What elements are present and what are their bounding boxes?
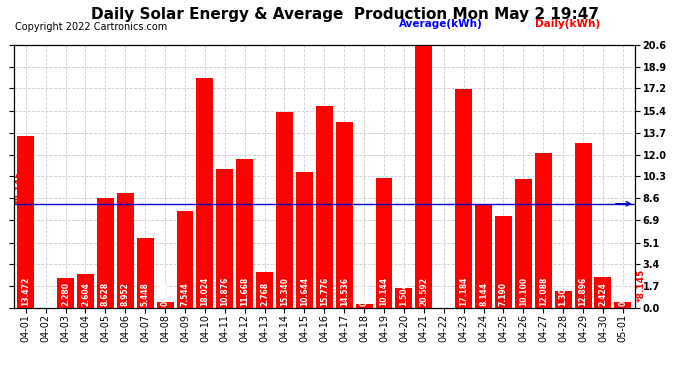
Text: 7.544: 7.544 <box>181 282 190 306</box>
Bar <box>375 178 393 308</box>
Text: Daily Solar Energy & Average  Production Mon May 2 19:47: Daily Solar Energy & Average Production … <box>91 8 599 22</box>
Bar <box>455 88 472 308</box>
Text: 8.144: 8.144 <box>479 282 488 306</box>
Text: 10.876: 10.876 <box>220 277 229 306</box>
Text: 13.472: 13.472 <box>21 277 30 306</box>
Bar <box>415 45 432 308</box>
Bar <box>57 279 74 308</box>
Text: 12.896: 12.896 <box>578 277 588 306</box>
Bar <box>595 277 611 308</box>
Bar <box>395 288 413 308</box>
Bar <box>157 302 173 307</box>
Text: 10.644: 10.644 <box>300 277 309 306</box>
Text: Daily(kWh): Daily(kWh) <box>535 19 600 29</box>
Bar <box>475 204 492 308</box>
Text: Average(kWh): Average(kWh) <box>399 19 482 29</box>
Bar <box>614 302 631 307</box>
Bar <box>336 122 353 308</box>
Bar <box>575 143 591 308</box>
Text: 10.100: 10.100 <box>519 277 528 306</box>
Bar <box>515 179 532 308</box>
Bar <box>296 172 313 308</box>
Text: 2.280: 2.280 <box>61 282 70 306</box>
Bar <box>17 136 34 308</box>
Text: 20.592: 20.592 <box>420 277 428 306</box>
Bar <box>555 291 571 308</box>
Bar <box>97 198 114 308</box>
Text: 0.448: 0.448 <box>618 282 627 306</box>
Text: 8.628: 8.628 <box>101 282 110 306</box>
Bar <box>77 274 94 308</box>
Text: 18.024: 18.024 <box>200 277 209 306</box>
Bar <box>217 169 233 308</box>
Text: 2.768: 2.768 <box>260 282 269 306</box>
Text: 15.340: 15.340 <box>280 277 289 306</box>
Text: 2.424: 2.424 <box>598 282 607 306</box>
Bar <box>256 272 273 308</box>
Bar <box>197 78 213 308</box>
Text: 1.308: 1.308 <box>559 282 568 306</box>
Text: 8.952: 8.952 <box>121 282 130 306</box>
Text: *8.145: *8.145 <box>638 269 647 303</box>
Bar <box>177 211 193 308</box>
Text: 2.604: 2.604 <box>81 282 90 306</box>
Bar <box>355 303 373 307</box>
Text: 0.464: 0.464 <box>161 282 170 306</box>
Text: 12.088: 12.088 <box>539 277 548 306</box>
Bar <box>276 112 293 308</box>
Bar <box>535 153 552 308</box>
Text: 1.504: 1.504 <box>400 282 408 306</box>
Text: *8.145: *8.145 <box>14 171 23 204</box>
Text: 5.448: 5.448 <box>141 282 150 306</box>
Bar <box>316 106 333 308</box>
Text: 15.776: 15.776 <box>319 277 329 306</box>
Text: 0.312: 0.312 <box>359 282 368 306</box>
Text: 14.536: 14.536 <box>339 277 348 306</box>
Bar <box>137 238 154 308</box>
Bar <box>495 216 512 308</box>
Text: 7.190: 7.190 <box>499 282 508 306</box>
Bar <box>236 159 253 308</box>
Text: Copyright 2022 Cartronics.com: Copyright 2022 Cartronics.com <box>14 22 167 32</box>
Text: 10.144: 10.144 <box>380 277 388 306</box>
Text: 11.668: 11.668 <box>240 277 249 306</box>
Bar <box>117 194 134 308</box>
Text: 17.184: 17.184 <box>459 277 468 306</box>
